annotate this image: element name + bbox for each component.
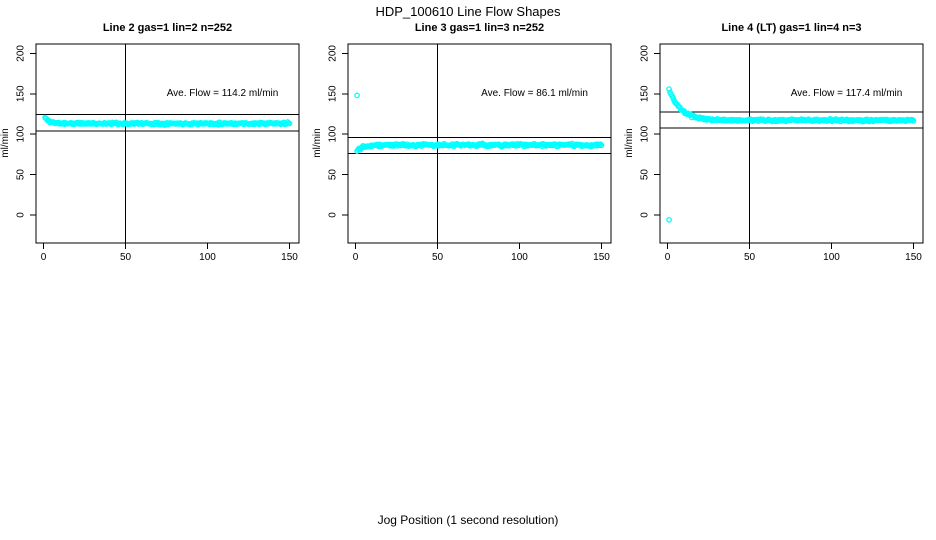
y-tick-label: 100 (640, 125, 651, 142)
y-tick-label: 50 (328, 169, 339, 181)
data-point (910, 118, 917, 124)
outlier-point (666, 216, 672, 223)
panel-line-2: 0 50 100 150 0 50 100 150 200 Line 2 gas=1 lin=2… (0, 0, 312, 300)
panel-title: Line 2 gas=1 lin=2 n=252 (102, 22, 233, 34)
panel-line-3: 0 50 100 150 0 50 100 150 200 Line 3 gas=1 lin=3… (312, 0, 624, 300)
panel-title: Line 4 (LT) gas=1 lin=4 n=3 (721, 22, 862, 34)
x-tick-label: 50 (120, 252, 132, 263)
y-tick-label: 50 (640, 169, 651, 181)
average-flow-annotation: Ave. Flow = 117.4 ml/min (790, 88, 903, 99)
y-tick-label: 0 (640, 212, 651, 218)
y-tick-label: 200 (328, 45, 339, 62)
outlier-point (354, 92, 360, 99)
data-point (598, 142, 605, 149)
data-point (286, 120, 293, 127)
plot-box (659, 43, 924, 244)
axes (342, 43, 612, 249)
x-tick-label: 50 (744, 252, 756, 263)
x-tick-label: 100 (511, 252, 528, 263)
scatter-plot-line-4: 0 50 100 150 0 50 100 150 200 (640, 43, 924, 263)
x-tick-label: 0 (665, 252, 671, 263)
y-axis-label: ml/min (624, 128, 635, 158)
plot-box (347, 43, 612, 244)
x-tick-label: 100 (823, 252, 840, 263)
tick-labels: 0 50 100 150 0 50 100 150 200 (328, 45, 611, 263)
y-tick-label: 0 (16, 212, 27, 218)
x-tick-label: 150 (905, 252, 922, 263)
y-tick-label: 150 (640, 85, 651, 102)
page-title: HDP_100610 Line Flow Shapes (375, 4, 561, 19)
y-tick-label: 100 (16, 125, 27, 142)
y-tick-label: 0 (328, 212, 339, 218)
panel-title: Line 3 gas=1 lin=3 n=252 (414, 22, 545, 34)
y-tick-label: 150 (328, 85, 339, 102)
x-axis-label: Jog Position (1 second resolution) (377, 513, 559, 527)
data-points (42, 114, 293, 128)
data-points (354, 92, 605, 154)
data-point (909, 117, 916, 123)
axes (654, 43, 924, 249)
axes (30, 43, 300, 249)
x-tick-label: 150 (593, 252, 610, 263)
y-tick-label: 50 (16, 169, 27, 181)
y-axis-label: ml/min (0, 128, 11, 158)
y-tick-label: 150 (16, 85, 27, 102)
average-flow-annotation: Ave. Flow = 86.1 ml/min (481, 88, 588, 99)
x-tick-label: 50 (432, 252, 444, 263)
x-tick-label: 0 (353, 252, 359, 263)
x-tick-label: 150 (281, 252, 298, 263)
panel-line-4: 0 50 100 150 0 50 100 150 200 Line 4 (LT) gas=1 … (624, 0, 936, 300)
y-axis-label: ml/min (312, 128, 323, 158)
average-flow-annotation: Ave. Flow = 114.2 ml/min (166, 88, 279, 99)
x-tick-label: 0 (41, 252, 47, 263)
data-point (666, 86, 672, 92)
y-tick-label: 200 (16, 45, 27, 62)
scatter-plot-line-2: 0 50 100 150 0 50 100 150 200 (16, 43, 300, 263)
plot-box (35, 43, 300, 244)
data-points (666, 86, 917, 223)
tick-labels: 0 50 100 150 0 50 100 150 200 (16, 45, 299, 263)
y-tick-label: 200 (640, 45, 651, 62)
x-tick-label: 100 (199, 252, 216, 263)
scatter-plot-line-3: 0 50 100 150 0 50 100 150 200 (328, 43, 612, 263)
tick-labels: 0 50 100 150 0 50 100 150 200 (640, 45, 923, 263)
y-tick-label: 100 (328, 125, 339, 142)
